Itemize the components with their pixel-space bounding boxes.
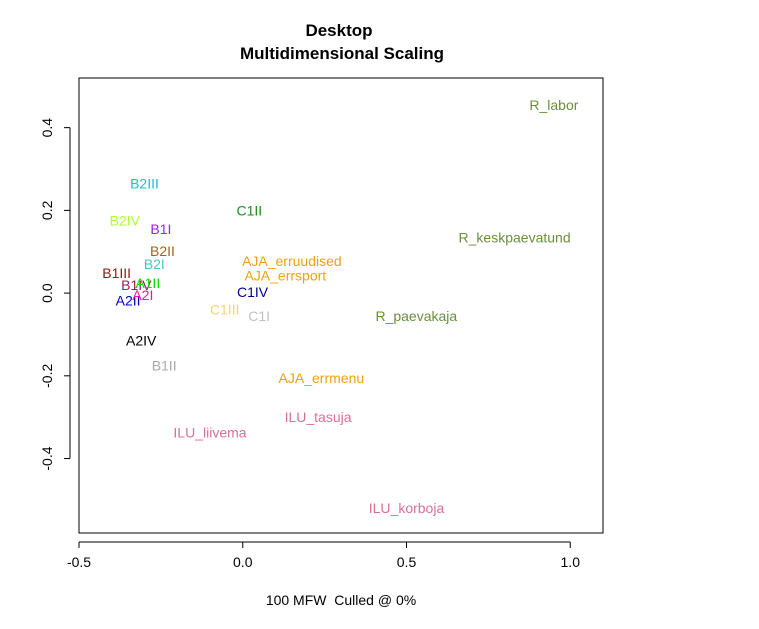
x-tick-label: 0.0	[233, 554, 253, 570]
point-label: ILU_korboja	[369, 500, 445, 516]
y-tick-label: 0.0	[39, 283, 55, 303]
point-label: A2IV	[126, 333, 157, 349]
point-label: B1I	[150, 221, 171, 237]
x-tick-label: -0.5	[67, 554, 91, 570]
point-labels: R_labor R_keskpaevatund R_paevakaja B2III B2…	[102, 97, 578, 516]
x-axis-label: 100 MFW Culled @ 0%	[266, 592, 416, 608]
point-label: C1II	[236, 202, 262, 218]
point-label: ILU_tasuja	[285, 409, 352, 425]
point-label: R_keskpaevatund	[459, 229, 571, 245]
point-label: B2I	[144, 256, 165, 272]
point-label: B2II	[150, 243, 175, 259]
point-label: B1IV	[121, 277, 152, 293]
point-label: AJA_erruudised	[242, 253, 342, 269]
point-label: B2III	[130, 175, 159, 191]
y-tick-label: 0.2	[39, 200, 55, 220]
point-label: R_paevakaja	[375, 308, 457, 324]
point-label: R_labor	[529, 97, 578, 113]
point-label: C1I	[248, 308, 270, 324]
chart-title: Desktop	[305, 21, 372, 40]
y-axis: -0.4 -0.2 0.0 0.2 0.4	[39, 118, 71, 471]
point-label: B1II	[152, 357, 177, 373]
point-label: C1IV	[237, 284, 269, 300]
point-label: A2I	[132, 287, 153, 303]
chart-subtitle: Multidimensional Scaling	[240, 44, 444, 63]
point-label: B2IV	[110, 213, 141, 229]
x-axis: -0.5 0.0 0.5 1.0	[67, 541, 581, 570]
point-label: AJA_errsport	[244, 268, 326, 284]
point-label: ILU_liivema	[173, 424, 246, 440]
plot-frame	[78, 77, 604, 534]
y-tick-label: 0.4	[39, 118, 55, 138]
y-tick-label: -0.2	[39, 364, 55, 388]
x-tick-label: 0.5	[397, 554, 417, 570]
point-label: AJA_errmenu	[279, 370, 365, 386]
point-label: C1III	[210, 302, 240, 318]
point-label: A2II	[116, 293, 141, 309]
point-label: A1II	[135, 275, 160, 291]
y-tick-label: -0.4	[39, 446, 55, 470]
x-tick-label: 1.0	[561, 554, 581, 570]
point-label: B1III	[102, 265, 131, 281]
